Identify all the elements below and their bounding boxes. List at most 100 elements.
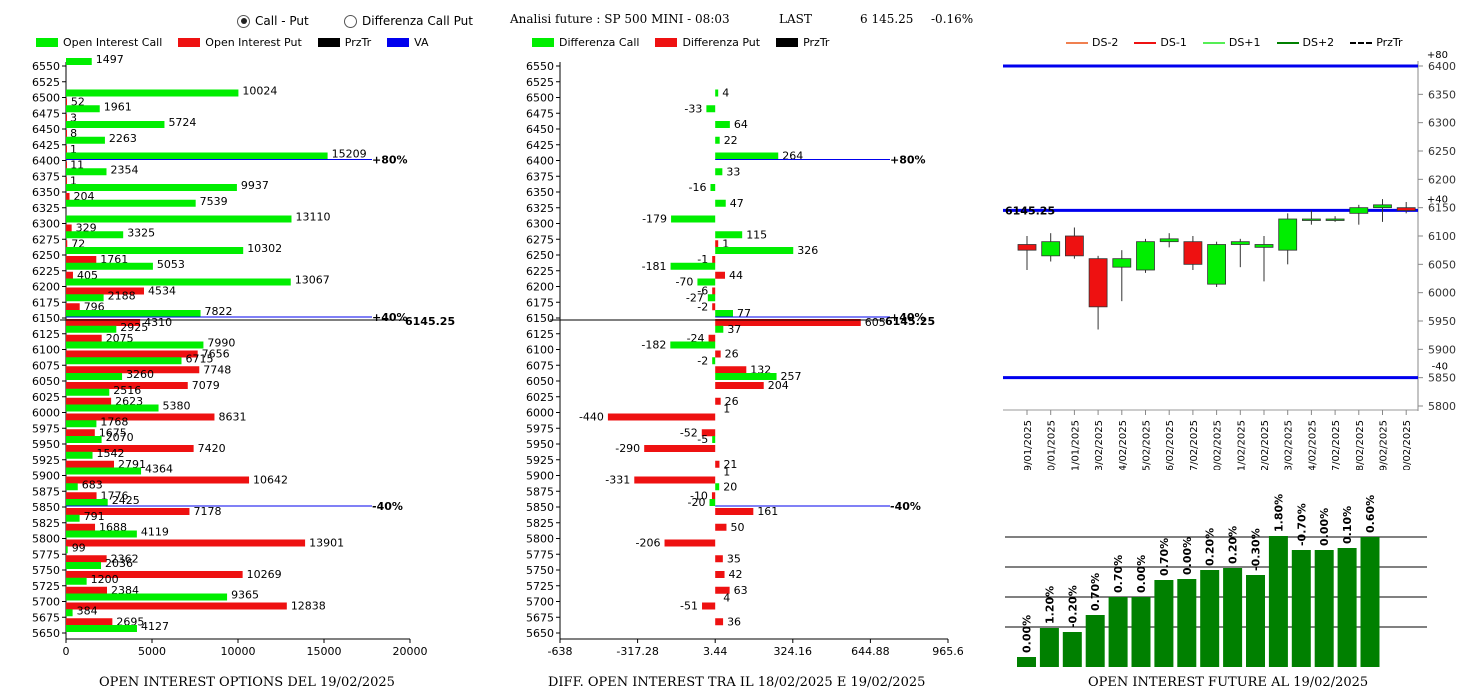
bar-diff-put-label: 44 bbox=[729, 269, 743, 282]
y-tick-label: 6350 bbox=[32, 186, 60, 199]
legend-swatch bbox=[36, 38, 58, 47]
bar-call bbox=[66, 168, 107, 176]
radio-differenza[interactable]: Differenza Call Put bbox=[344, 14, 473, 28]
future-bar-label: 0.00% bbox=[1021, 615, 1034, 653]
bar-put bbox=[66, 256, 97, 263]
bar-call-label: 1497 bbox=[96, 55, 124, 66]
bar-diff-call-label: -181 bbox=[642, 260, 667, 273]
bar-call-label: 2425 bbox=[112, 494, 140, 507]
legend-swatch bbox=[387, 38, 410, 47]
y-tick-label: 6025 bbox=[526, 391, 554, 404]
y-tick-label: 5650 bbox=[526, 627, 554, 640]
radio-call-put[interactable]: Call - Put bbox=[237, 14, 309, 28]
bar-diff-call-label: -2 bbox=[697, 354, 708, 367]
bar-put bbox=[66, 445, 194, 452]
y-tick-label: 5950 bbox=[32, 438, 60, 451]
future-bar bbox=[1017, 657, 1036, 667]
bar-diff-put bbox=[644, 445, 716, 452]
bar-call bbox=[66, 215, 292, 223]
legend-label: DS-2 bbox=[1092, 36, 1119, 49]
y-tick-label: 6400 bbox=[32, 155, 60, 168]
bar-call-label: 2925 bbox=[120, 321, 148, 334]
legend-item: PrzTr bbox=[317, 36, 371, 49]
bar-put-label: 7079 bbox=[192, 379, 220, 392]
bar-diff-call-label: -179 bbox=[642, 213, 667, 226]
bar-call bbox=[66, 247, 244, 254]
candle-body bbox=[1325, 218, 1345, 221]
candle-body bbox=[1065, 235, 1084, 257]
bar-put-label: 12838 bbox=[291, 600, 326, 613]
bar-put bbox=[66, 618, 113, 626]
x-tick-label: 10/02/2025 bbox=[1213, 420, 1224, 470]
y-tick-label: 6100 bbox=[1428, 230, 1456, 243]
bar-diff-call bbox=[715, 89, 719, 97]
level-label: +40 bbox=[1427, 194, 1448, 205]
y-tick-label: 6200 bbox=[32, 281, 60, 294]
bar-put bbox=[66, 224, 72, 232]
bar-call bbox=[66, 278, 291, 286]
future-bar bbox=[1223, 568, 1243, 667]
bar-put bbox=[66, 397, 112, 405]
extra-value-label: 1 bbox=[723, 466, 730, 479]
y-tick-label: 5775 bbox=[526, 548, 554, 561]
bar-diff-call-label: -5 bbox=[697, 433, 708, 446]
bar-put-label: 10269 bbox=[247, 568, 282, 581]
bar-call bbox=[66, 625, 137, 632]
bar-call bbox=[66, 357, 182, 365]
future-bar bbox=[1154, 580, 1174, 667]
y-tick-label: 6350 bbox=[526, 186, 554, 199]
radio-selected-icon bbox=[237, 14, 250, 28]
candle-body bbox=[1278, 218, 1298, 251]
legend-swatch bbox=[317, 38, 340, 47]
x-tick-label: 03/02/2025 bbox=[1094, 420, 1105, 470]
y-tick-label: 5925 bbox=[526, 454, 554, 467]
candle-body bbox=[1159, 238, 1179, 243]
legend-swatch bbox=[776, 38, 799, 47]
x-tick-label: 0 bbox=[63, 645, 70, 658]
future-bar bbox=[1360, 537, 1380, 667]
y-tick-label: 6275 bbox=[526, 233, 554, 246]
bar-call-label: 1542 bbox=[97, 447, 125, 460]
x-tick-label: 10000 bbox=[221, 645, 256, 658]
bar-diff-put bbox=[715, 366, 747, 374]
y-tick-label: 6400 bbox=[1428, 60, 1456, 73]
va-label: +40% bbox=[890, 311, 926, 324]
bar-call bbox=[66, 105, 100, 113]
bar-put bbox=[66, 492, 97, 500]
extra-value-label: 4 bbox=[723, 592, 730, 605]
legend-label: PrzTr bbox=[803, 36, 830, 49]
future-bar bbox=[1200, 570, 1220, 667]
bar-diff-put-label: -2 bbox=[697, 300, 708, 313]
bar-diff-call bbox=[715, 199, 726, 207]
y-tick-label: 6300 bbox=[1428, 117, 1456, 130]
bar-diff-put bbox=[715, 319, 861, 326]
y-tick-label: 6475 bbox=[32, 107, 60, 120]
x-tick-label: 324.16 bbox=[774, 645, 813, 658]
bar-put bbox=[66, 476, 250, 484]
future-bar bbox=[1131, 597, 1151, 667]
bar-put bbox=[66, 429, 95, 437]
bar-diff-put bbox=[711, 492, 716, 500]
candle-body bbox=[1396, 207, 1416, 211]
x-tick-label: 14/02/2025 bbox=[1307, 420, 1318, 470]
level-label: +80 bbox=[1427, 50, 1448, 61]
bar-diff-call bbox=[715, 247, 794, 254]
bar-diff-call bbox=[715, 136, 720, 144]
bar-diff-put-label: -51 bbox=[680, 600, 698, 613]
future-bar bbox=[1314, 550, 1334, 667]
y-tick-label: 6150 bbox=[1428, 202, 1456, 215]
bar-call-label: 2070 bbox=[106, 431, 134, 444]
bar-diff-put bbox=[715, 240, 719, 248]
bar-put bbox=[66, 130, 67, 137]
candle-body bbox=[1349, 207, 1369, 214]
x-tick-label: -317.28 bbox=[616, 645, 658, 658]
candle-body bbox=[1017, 244, 1037, 251]
bar-put-label: 2362 bbox=[111, 552, 139, 565]
x-tick-label: 13/02/2025 bbox=[1284, 420, 1295, 470]
y-tick-label: 6425 bbox=[526, 139, 554, 152]
bar-diff-put-label: 26 bbox=[725, 348, 739, 361]
x-tick-label: 31/01/2025 bbox=[1070, 420, 1081, 470]
price-label: 6145.25 bbox=[1005, 204, 1055, 217]
candle-body bbox=[1230, 241, 1250, 245]
future-bar-label: 0.20% bbox=[1204, 528, 1217, 566]
